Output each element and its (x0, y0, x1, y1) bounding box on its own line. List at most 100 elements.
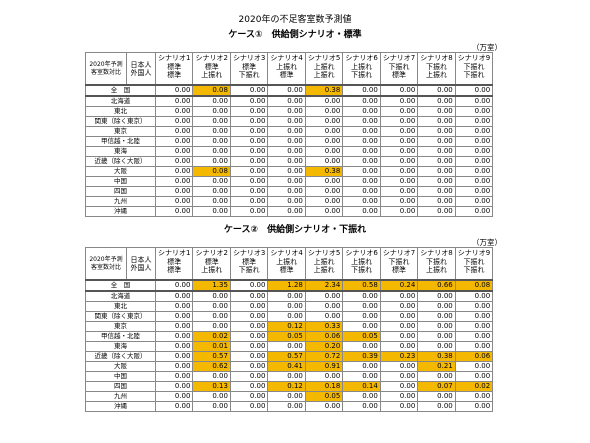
scenario-line: 上振れ (276, 62, 298, 71)
value-cell: 0.00 (267, 301, 306, 312)
row-label: 大阪 (85, 166, 156, 177)
scenario-line: 上振れ (201, 71, 223, 79)
value-cell: 0.00 (379, 146, 419, 157)
value-cell: 0.00 (192, 371, 231, 382)
value-cell: 0.00 (154, 156, 194, 167)
value-cell: 0.33 (304, 321, 344, 332)
value-cell: 0.00 (229, 401, 269, 412)
row-label: 北海道 (85, 95, 156, 107)
scenario-name: シナリオ2 (195, 249, 228, 257)
row-label: 中国 (85, 176, 156, 187)
value-cell: 0.00 (417, 301, 456, 312)
scenario-line: 標準 (167, 62, 182, 71)
value-cell: 0.00 (379, 321, 419, 332)
value-cell: 0.20 (304, 341, 344, 352)
value-cell: 0.00 (229, 186, 269, 197)
scenario-line: 下振れ (351, 71, 373, 79)
corner-text: 2020年予測 (89, 255, 123, 263)
value-cell: 0.00 (267, 206, 306, 217)
scenario-name: シナリオ5 (307, 54, 341, 62)
scenario-name: シナリオ7 (382, 249, 416, 257)
value-cell: 0.00 (192, 146, 231, 157)
value-cell: 0.00 (304, 401, 344, 412)
data-row: 全 国 0.00 1.35 0.00 1.28 2.34 0.58 0.24 0.66 0.08 (85, 279, 494, 292)
row-label: 近畿（除く大阪） (85, 351, 156, 362)
scenario-line: 下振れ (388, 257, 410, 266)
value-cell: 0.23 (379, 351, 419, 362)
value-cell: 0.00 (454, 106, 494, 117)
value-cell: 0.00 (267, 341, 306, 352)
scenario-name: シナリオ4 (270, 249, 303, 257)
value-cell: 0.38 (417, 351, 456, 362)
value-cell: 0.00 (342, 196, 381, 207)
value-cell: 0.00 (229, 95, 269, 107)
scenario-name: シナリオ1 (158, 54, 191, 62)
value-cell: 0.66 (417, 279, 456, 292)
value-cell: 0.00 (454, 341, 494, 352)
row-label: 大阪 (85, 361, 156, 372)
value-cell: 0.08 (192, 166, 231, 177)
value-cell: 0.00 (154, 186, 194, 197)
scenario-header: シナリオ5 上振れ 上振れ (304, 52, 344, 86)
row-label: 沖縄 (85, 206, 156, 217)
value-cell: 0.00 (229, 290, 269, 302)
value-cell: 0.00 (417, 371, 456, 382)
value-cell: 0.00 (454, 166, 494, 177)
value-cell: 0.00 (342, 116, 381, 127)
value-cell: 0.00 (342, 401, 381, 412)
row-label: 東京 (85, 126, 156, 137)
scenario-name: シナリオ2 (195, 54, 228, 62)
value-cell: 0.14 (342, 381, 381, 392)
value-cell: 0.00 (304, 156, 344, 167)
value-cell: 0.00 (454, 126, 494, 137)
value-cell: 0.00 (267, 196, 306, 207)
value-cell: 0.00 (154, 311, 194, 322)
value-cell: 0.00 (379, 116, 419, 127)
scenario-header: シナリオ5 上振れ 上振れ (304, 247, 344, 281)
value-cell: 0.00 (379, 331, 419, 342)
value-cell: 0.00 (192, 401, 231, 412)
scenario-line: 標準 (279, 71, 294, 79)
value-cell: 0.00 (379, 206, 419, 217)
value-cell: 0.00 (154, 321, 194, 332)
data-row: 大阪 0.00 0.08 0.00 0.00 0.38 0.00 0.00 0.00 0.00 (85, 166, 494, 177)
value-cell: 0.00 (342, 290, 381, 302)
scenario-name: シナリオ5 (307, 249, 341, 257)
segment-text: 外国人 (130, 263, 152, 272)
value-cell: 0.00 (229, 136, 269, 147)
value-cell: 0.00 (267, 371, 306, 382)
value-cell: 0.00 (417, 391, 456, 402)
data-row: 北海道 0.00 0.00 0.00 0.00 0.00 0.00 0.00 0.00 0.00 (85, 290, 494, 302)
value-cell: 0.00 (267, 166, 306, 177)
scenario-line: 下振れ (463, 266, 485, 274)
value-cell: 0.00 (379, 156, 419, 167)
value-cell: 0.00 (267, 95, 306, 107)
value-cell: 0.00 (229, 126, 269, 137)
value-cell: 0.00 (229, 116, 269, 127)
value-cell: 0.00 (379, 361, 419, 372)
value-cell: 0.00 (229, 321, 269, 332)
data-row: 甲信越・北陸 0.00 0.00 0.00 0.00 0.00 0.00 0.00 0.00 0.… (85, 136, 494, 147)
row-label: 沖縄 (85, 401, 156, 412)
scenario-line: 上振れ (313, 266, 335, 274)
value-cell: 0.00 (154, 206, 194, 217)
value-cell: 0.00 (267, 116, 306, 127)
value-cell: 0.00 (229, 156, 269, 167)
value-cell: 0.00 (454, 176, 494, 187)
scenario-header: シナリオ7 下振れ 標準 (379, 52, 419, 86)
value-cell: 0.00 (417, 116, 456, 127)
value-cell: 0.00 (342, 126, 381, 137)
value-cell: 0.00 (417, 146, 456, 157)
scenario-header: シナリオ7 下振れ 標準 (379, 247, 419, 281)
value-cell: 0.00 (304, 371, 344, 382)
value-cell: 0.00 (454, 391, 494, 402)
data-row: 大阪 0.00 0.62 0.00 0.41 0.91 0.00 0.00 0.21 0.00 (85, 361, 494, 372)
row-label: 九州 (85, 196, 156, 207)
value-cell: 0.00 (417, 206, 456, 217)
value-cell: 0.00 (304, 186, 344, 197)
scenario-header: シナリオ4 上振れ 標準 (267, 247, 306, 281)
scenario-name: シナリオ1 (158, 249, 191, 257)
value-cell: 0.00 (154, 371, 194, 382)
scenario-header: シナリオ3 標準 下振れ (229, 52, 269, 86)
